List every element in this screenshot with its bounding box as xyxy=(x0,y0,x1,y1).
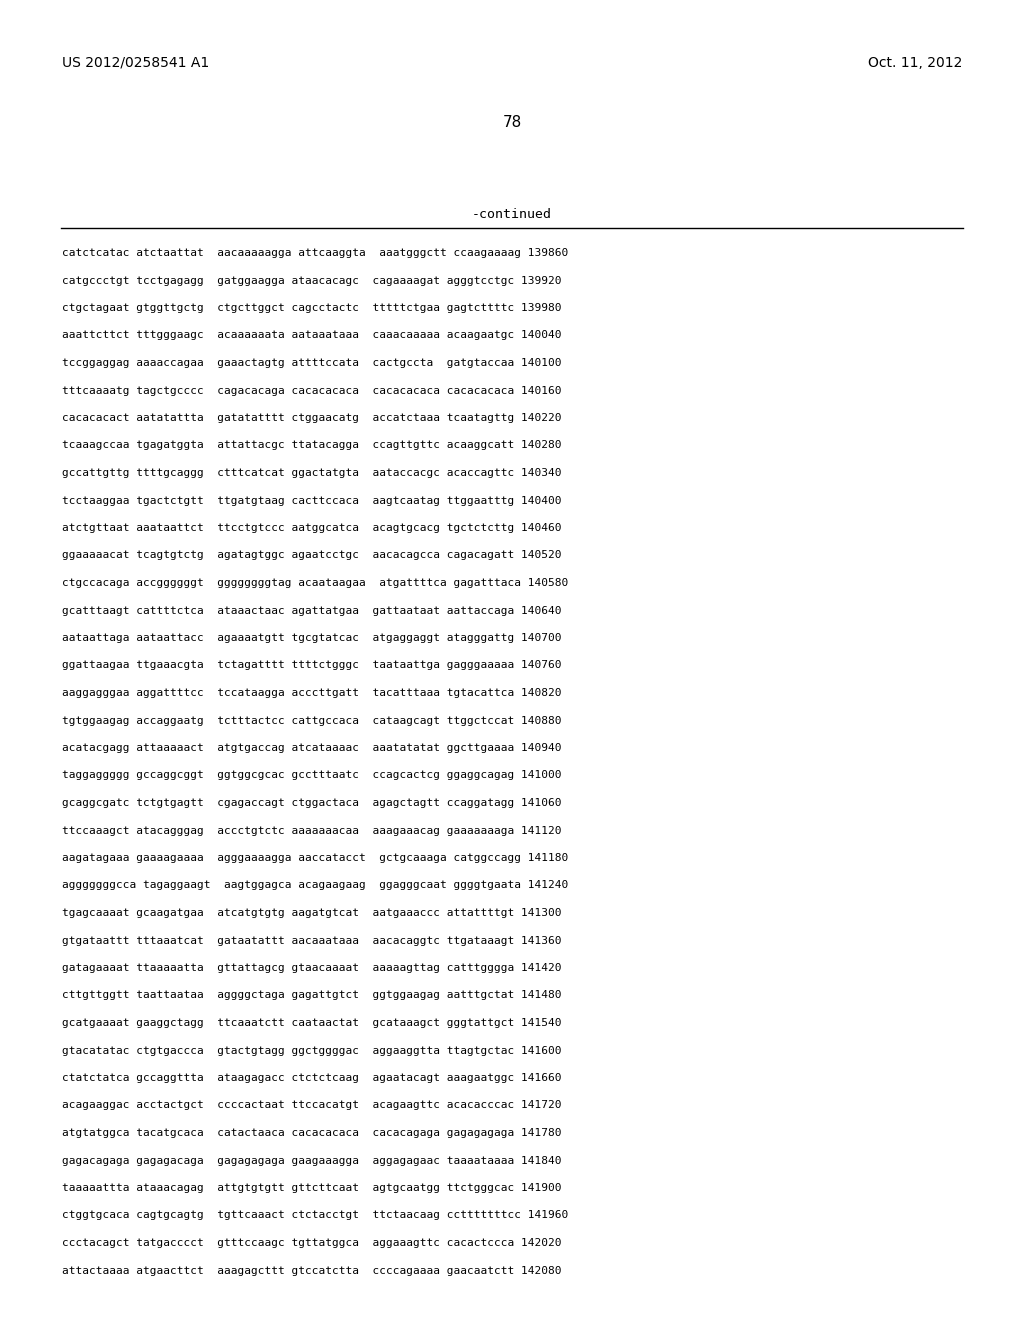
Text: cttgttggtt taattaataa  aggggctaga gagattgtct  ggtggaagag aatttgctat 141480: cttgttggtt taattaataa aggggctaga gagattg… xyxy=(62,990,561,1001)
Text: acagaaggac acctactgct  ccccactaat ttccacatgt  acagaagttc acacacccac 141720: acagaaggac acctactgct ccccactaat ttccaca… xyxy=(62,1101,561,1110)
Text: ctgctagaat gtggttgctg  ctgcttggct cagcctactc  tttttctgaa gagtcttttc 139980: ctgctagaat gtggttgctg ctgcttggct cagccta… xyxy=(62,304,561,313)
Text: gcatgaaaat gaaggctagg  ttcaaatctt caataactat  gcataaagct gggtattgct 141540: gcatgaaaat gaaggctagg ttcaaatctt caataac… xyxy=(62,1018,561,1028)
Text: gtacatatac ctgtgaccca  gtactgtagg ggctggggac  aggaaggtta ttagtgctac 141600: gtacatatac ctgtgaccca gtactgtagg ggctggg… xyxy=(62,1045,561,1056)
Text: ctggtgcaca cagtgcagtg  tgttcaaact ctctacctgt  ttctaacaag cctttttttcc 141960: ctggtgcaca cagtgcagtg tgttcaaact ctctacc… xyxy=(62,1210,568,1221)
Text: aagatagaaa gaaaagaaaa  agggaaaagga aaccatacct  gctgcaaaga catggccagg 141180: aagatagaaa gaaaagaaaa agggaaaagga aaccat… xyxy=(62,853,568,863)
Text: US 2012/0258541 A1: US 2012/0258541 A1 xyxy=(62,55,209,70)
Text: gatagaaaat ttaaaaatta  gttattagcg gtaacaaaat  aaaaagttag catttgggga 141420: gatagaaaat ttaaaaatta gttattagcg gtaacaa… xyxy=(62,964,561,973)
Text: atctgttaat aaataattct  ttcctgtccc aatggcatca  acagtgcacg tgctctcttg 140460: atctgttaat aaataattct ttcctgtccc aatggca… xyxy=(62,523,561,533)
Text: atgtatggca tacatgcaca  catactaaca cacacacaca  cacacagaga gagagagaga 141780: atgtatggca tacatgcaca catactaaca cacacac… xyxy=(62,1129,561,1138)
Text: taggaggggg gccaggcggt  ggtggcgcac gcctttaatc  ccagcactcg ggaggcagag 141000: taggaggggg gccaggcggt ggtggcgcac gccttta… xyxy=(62,771,561,780)
Text: catctcatac atctaattat  aacaaaaagga attcaaggta  aaatgggctt ccaagaaaag 139860: catctcatac atctaattat aacaaaaagga attcaa… xyxy=(62,248,568,257)
Text: gccattgttg ttttgcaggg  ctttcatcat ggactatgta  aataccacgc acaccagttc 140340: gccattgttg ttttgcaggg ctttcatcat ggactat… xyxy=(62,469,561,478)
Text: ctatctatca gccaggttta  ataagagacc ctctctcaag  agaatacagt aaagaatggc 141660: ctatctatca gccaggttta ataagagacc ctctctc… xyxy=(62,1073,561,1082)
Text: tgtggaagag accaggaatg  tctttactcc cattgccaca  cataagcagt ttggctccat 140880: tgtggaagag accaggaatg tctttactcc cattgcc… xyxy=(62,715,561,726)
Text: acatacgagg attaaaaact  atgtgaccag atcataaaac  aaatatatat ggcttgaaaa 140940: acatacgagg attaaaaact atgtgaccag atcataa… xyxy=(62,743,561,752)
Text: taaaaattta ataaacagag  attgtgtgtt gttcttcaat  agtgcaatgg ttctgggcac 141900: taaaaattta ataaacagag attgtgtgtt gttcttc… xyxy=(62,1183,561,1193)
Text: ggaaaaacat tcagtgtctg  agatagtggc agaatcctgc  aacacagcca cagacagatt 140520: ggaaaaacat tcagtgtctg agatagtggc agaatcc… xyxy=(62,550,561,561)
Text: aaattcttct tttgggaagc  acaaaaaata aataaataaa  caaacaaaaa acaagaatgc 140040: aaattcttct tttgggaagc acaaaaaata aataaat… xyxy=(62,330,561,341)
Text: tcctaaggaa tgactctgtt  ttgatgtaag cacttccaca  aagtcaatag ttggaatttg 140400: tcctaaggaa tgactctgtt ttgatgtaag cacttcc… xyxy=(62,495,561,506)
Text: ccctacagct tatgacccct  gtttccaagc tgttatggca  aggaaagttc cacactccca 142020: ccctacagct tatgacccct gtttccaagc tgttatg… xyxy=(62,1238,561,1247)
Text: aataattaga aataattacc  agaaaatgtt tgcgtatcac  atgaggaggt atagggattg 140700: aataattaga aataattacc agaaaatgtt tgcgtat… xyxy=(62,634,561,643)
Text: gcaggcgatc tctgtgagtt  cgagaccagt ctggactaca  agagctagtt ccaggatagg 141060: gcaggcgatc tctgtgagtt cgagaccagt ctggact… xyxy=(62,799,561,808)
Text: gcatttaagt cattttctca  ataaactaac agattatgaa  gattaataat aattaccaga 140640: gcatttaagt cattttctca ataaactaac agattat… xyxy=(62,606,561,615)
Text: aaggagggaa aggattttcc  tccataagga acccttgatt  tacatttaaa tgtacattca 140820: aaggagggaa aggattttcc tccataagga acccttg… xyxy=(62,688,561,698)
Text: tttcaaaatg tagctgcccc  cagacacaga cacacacaca  cacacacaca cacacacaca 140160: tttcaaaatg tagctgcccc cagacacaga cacacac… xyxy=(62,385,561,396)
Text: 78: 78 xyxy=(503,115,521,129)
Text: ggattaagaa ttgaaacgta  tctagatttt ttttctgggc  taataattga gagggaaaaa 140760: ggattaagaa ttgaaacgta tctagatttt ttttctg… xyxy=(62,660,561,671)
Text: tgagcaaaat gcaagatgaa  atcatgtgtg aagatgtcat  aatgaaaccc attattttgt 141300: tgagcaaaat gcaagatgaa atcatgtgtg aagatgt… xyxy=(62,908,561,917)
Text: Oct. 11, 2012: Oct. 11, 2012 xyxy=(867,55,962,70)
Text: catgccctgt tcctgagagg  gatggaagga ataacacagc  cagaaaagat agggtcctgc 139920: catgccctgt tcctgagagg gatggaagga ataacac… xyxy=(62,276,561,285)
Text: gtgataattt tttaaatcat  gataatattt aacaaataaa  aacacaggtc ttgataaagt 141360: gtgataattt tttaaatcat gataatattt aacaaat… xyxy=(62,936,561,945)
Text: ttccaaagct atacagggag  accctgtctc aaaaaaacaa  aaagaaacag gaaaaaaaga 141120: ttccaaagct atacagggag accctgtctc aaaaaaa… xyxy=(62,825,561,836)
Text: tccggaggag aaaaccagaa  gaaactagtg attttccata  cactgccta  gatgtaccaa 140100: tccggaggag aaaaccagaa gaaactagtg attttcc… xyxy=(62,358,561,368)
Text: attactaaaa atgaacttct  aaagagcttt gtccatctta  ccccagaaaa gaacaatctt 142080: attactaaaa atgaacttct aaagagcttt gtccatc… xyxy=(62,1266,561,1275)
Text: gagacagaga gagagacaga  gagagagaga gaagaaagga  aggagagaac taaaataaaa 141840: gagacagaga gagagacaga gagagagaga gaagaaa… xyxy=(62,1155,561,1166)
Text: ctgccacaga accggggggt  ggggggggtag acaataagaa  atgattttca gagatttaca 140580: ctgccacaga accggggggt ggggggggtag acaata… xyxy=(62,578,568,587)
Text: cacacacact aatatattta  gatatatttt ctggaacatg  accatctaaa tcaatagttg 140220: cacacacact aatatattta gatatatttt ctggaac… xyxy=(62,413,561,422)
Text: tcaaagccaa tgagatggta  attattacgc ttatacagga  ccagttgttc acaaggcatt 140280: tcaaagccaa tgagatggta attattacgc ttataca… xyxy=(62,441,561,450)
Text: -continued: -continued xyxy=(472,209,552,220)
Text: agggggggcca tagaggaagt  aagtggagca acagaagaag  ggagggcaat ggggtgaata 141240: agggggggcca tagaggaagt aagtggagca acagaa… xyxy=(62,880,568,891)
